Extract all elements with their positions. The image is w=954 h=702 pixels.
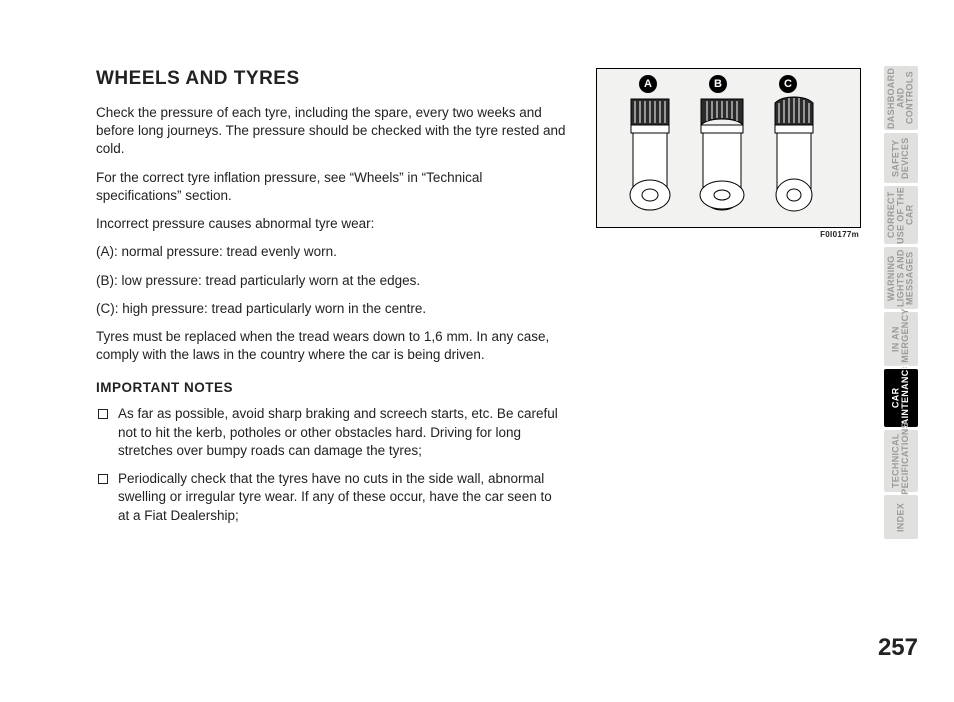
tyre-c-icon [769,95,819,215]
body-paragraph: Incorrect pressure causes abnormal tyre … [96,215,566,233]
tyre-b-icon [697,95,747,215]
figure-label-a: A [639,75,657,93]
body-paragraph: Tyres must be replaced when the tread we… [96,328,566,364]
body-paragraph: Check the pressure of each tyre, includi… [96,104,566,159]
side-tab[interactable]: TECHNICAL SPECIFICATIONS [884,430,918,492]
note-item: As far as possible, avoid sharp braking … [96,405,566,460]
side-tab[interactable]: IN AN EMERGENCY [884,312,918,366]
side-tab[interactable]: CORRECT USE OF THE CAR [884,186,918,244]
figure-caption: F0I0177m [596,230,861,239]
body-paragraph: (B): low pressure: tread particularly wo… [96,272,566,290]
figure-box: A B C [596,68,861,228]
section-heading: WHEELS AND TYRES [96,68,566,90]
side-tab[interactable]: DASHBOARD AND CONTROLS [884,66,918,130]
figure-label-b: B [709,75,727,93]
side-tab[interactable]: INDEX [884,495,918,539]
side-tab-strip: DASHBOARD AND CONTROLSSAFETY DEVICESCORR… [884,66,918,542]
body-paragraph: For the correct tyre inflation pressure,… [96,169,566,205]
page-number: 257 [878,634,918,662]
side-tab[interactable]: SAFETY DEVICES [884,133,918,183]
notes-heading: IMPORTANT NOTES [96,380,566,395]
side-tab[interactable]: CAR MAINTENANCE [884,369,918,427]
tyre-wear-figure: A B C [596,68,861,239]
figure-label-c: C [779,75,797,93]
body-paragraph: (A): normal pressure: tread evenly worn. [96,243,566,261]
body-paragraph: (C): high pressure: tread particularly w… [96,300,566,318]
side-tab[interactable]: WARNING LIGHTS AND MESSAGES [884,247,918,309]
tyre-a-icon [625,95,675,215]
note-item: Periodically check that the tyres have n… [96,470,566,525]
